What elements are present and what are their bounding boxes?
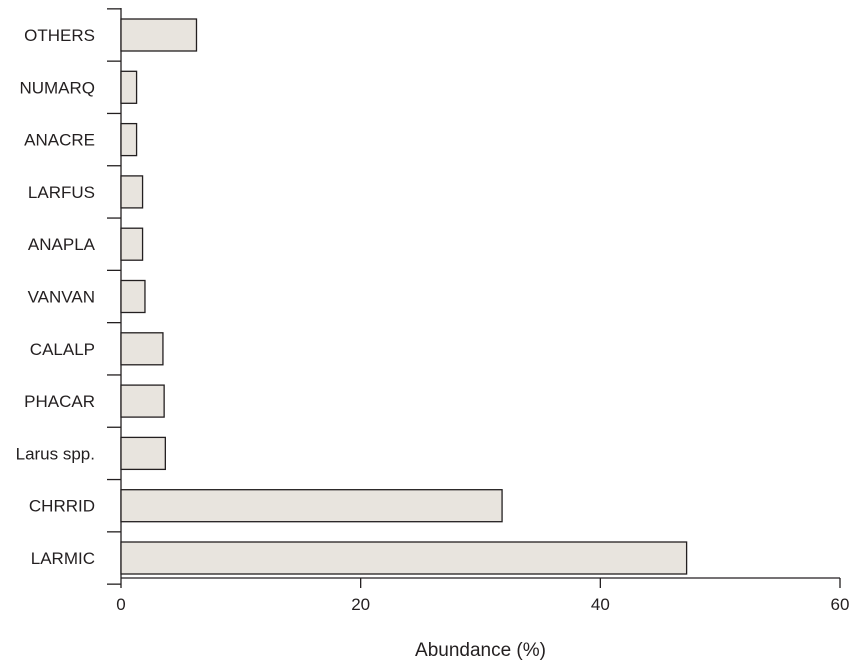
y-axis	[107, 8, 122, 585]
bar-others	[120, 18, 198, 52]
bar-anacre	[120, 122, 138, 157]
bar-numarq	[120, 70, 138, 104]
x-tick-label: 0	[116, 595, 125, 614]
x-tick-label: 20	[351, 595, 370, 614]
x-axis-title: Abundance (%)	[415, 640, 546, 661]
bar-larmic	[120, 541, 688, 575]
x-tick-label: 60	[831, 595, 850, 614]
bars	[120, 18, 688, 575]
bar-phacar	[120, 384, 165, 418]
category-label: CALALP	[30, 340, 95, 359]
category-label: ANAPLA	[28, 235, 96, 254]
category-label: LARMIC	[31, 549, 95, 568]
category-label: NUMARQ	[19, 78, 95, 97]
category-label: PHACAR	[24, 392, 95, 411]
category-labels: OTHERS NUMARQ ANACRE LARFUS ANAPLA VANVAN CALA…	[16, 26, 96, 568]
bar-larfus	[120, 175, 144, 209]
bar-anapla	[120, 227, 144, 261]
category-label: CHRRID	[29, 497, 95, 516]
category-label: OTHERS	[24, 26, 95, 45]
category-label: LARFUS	[28, 183, 95, 202]
bar-chrrid	[120, 489, 503, 523]
bar-larus-spp	[120, 436, 166, 471]
bar-calalp	[120, 332, 164, 366]
bar-vanvan	[120, 279, 146, 314]
x-ticks: 0 20 40 60	[116, 578, 849, 614]
x-tick-label: 40	[591, 595, 610, 614]
category-label: ANACRE	[24, 131, 95, 150]
category-label: Larus spp.	[16, 444, 95, 463]
category-label: VANVAN	[28, 288, 95, 307]
